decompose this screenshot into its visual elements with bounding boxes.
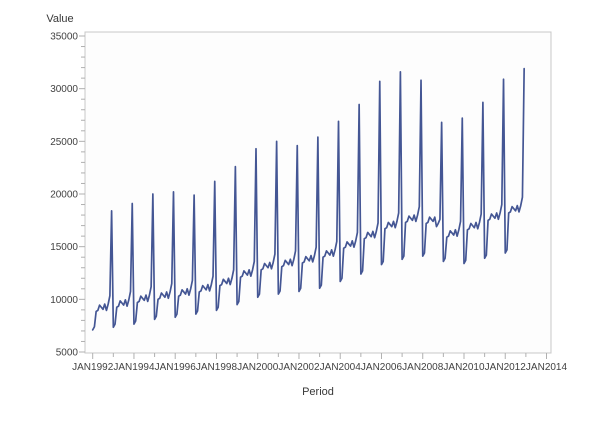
y-tick-label: 25000 [50, 137, 78, 148]
x-axis-ticks: JAN1992 JAN1994 JAN1996 JAN1998 JAN2000 JAN20… [72, 353, 568, 373]
x-tick-label: JAN2000 [237, 362, 279, 373]
y-tick-label: 30000 [50, 84, 78, 95]
x-tick-label: JAN2002 [278, 362, 320, 373]
y-tick-label: 10000 [50, 295, 78, 306]
x-tick-label: JAN1992 [72, 362, 114, 373]
x-tick-label: JAN2014 [526, 362, 568, 373]
series-line-group [91, 67, 526, 331]
x-axis-title: Period [302, 386, 334, 398]
y-tick-label: 35000 [50, 32, 78, 43]
y-tick-label: 5000 [56, 348, 79, 359]
x-tick-label: JAN2008 [402, 362, 444, 373]
series-line [91, 67, 526, 331]
x-tick-label: JAN1994 [113, 362, 155, 373]
x-tick-label: JAN1998 [196, 362, 238, 373]
y-axis-title: Value [46, 13, 73, 25]
y-tick-label: 15000 [50, 242, 78, 253]
x-tick-label: JAN2010 [443, 362, 485, 373]
x-tick-label: JAN1996 [155, 362, 197, 373]
y-tick-label: 20000 [50, 190, 78, 201]
x-tick-label: JAN2006 [361, 362, 403, 373]
x-tick-label: JAN2012 [485, 362, 527, 373]
x-tick-label: JAN2004 [320, 362, 362, 373]
y-axis-ticks: 5000 10000 15000 20000 25000 30000 35000 [50, 32, 85, 359]
